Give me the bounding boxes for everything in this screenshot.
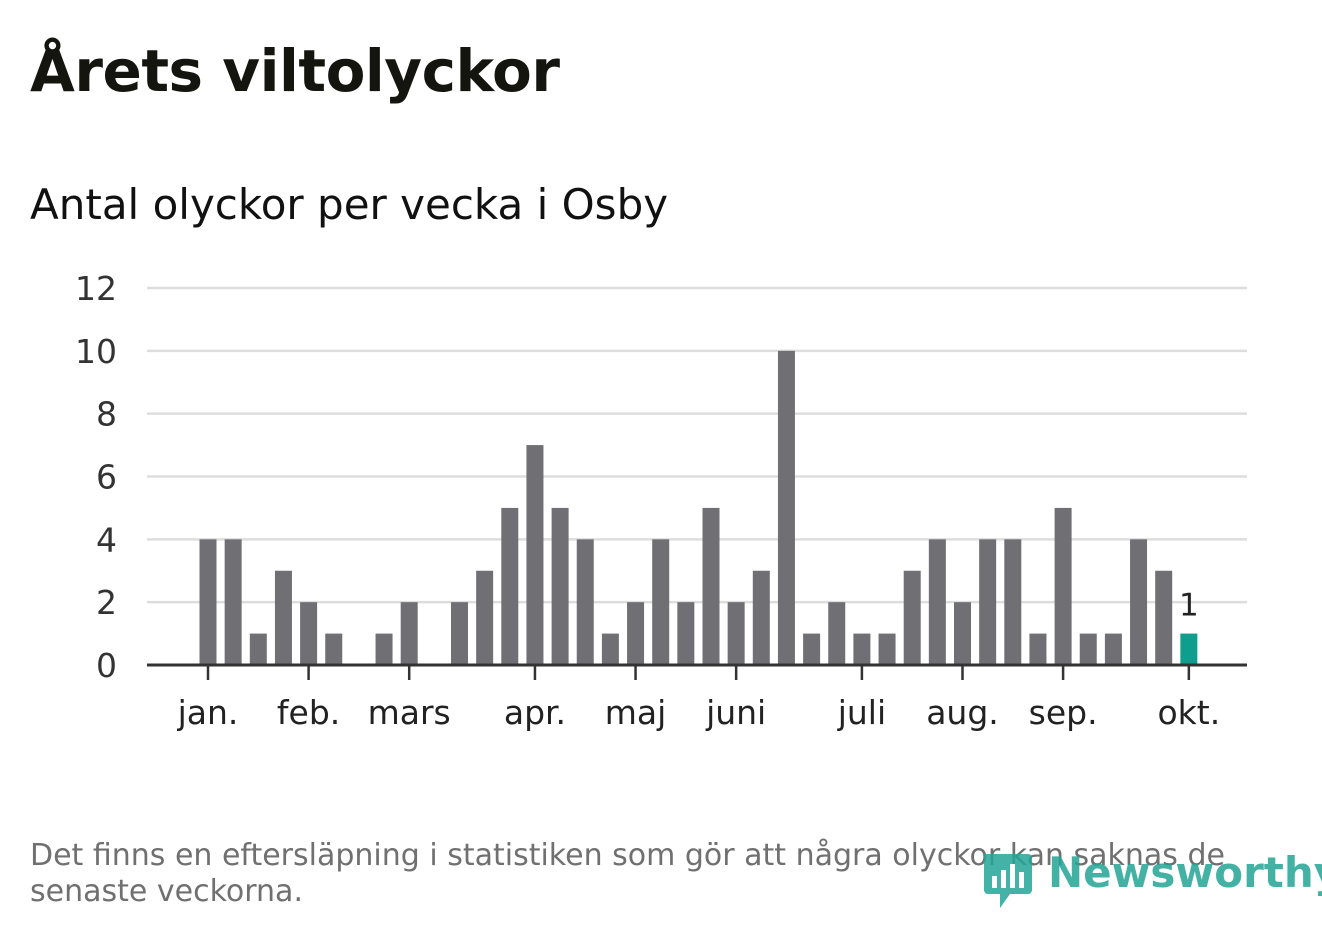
bar (803, 633, 821, 665)
bar (476, 570, 494, 665)
bar (576, 539, 594, 665)
x-tick-label: juli (837, 693, 886, 732)
newsworthy-logo: Newsworthy (980, 848, 1322, 910)
bar (777, 350, 795, 665)
x-tick-label: mars (368, 693, 451, 732)
newsworthy-logo-text: Newsworthy (1048, 848, 1322, 897)
bar (828, 602, 846, 665)
bar (1130, 539, 1148, 665)
bar (627, 602, 645, 665)
bar (1079, 633, 1097, 665)
bar-chart: 0 2 4 6 8 10 12 jan. feb. mars apr. maj juni juli aug.… (75, 269, 1247, 732)
bar (375, 633, 393, 665)
y-tick-label: 12 (75, 269, 117, 308)
newsworthy-logo-icon (984, 854, 1032, 908)
data-label: 1 (1179, 588, 1199, 624)
bar (853, 633, 871, 665)
gridlines (147, 286, 1247, 604)
bar (903, 570, 921, 665)
y-tick-label: 10 (75, 332, 117, 371)
x-tick-label: feb. (277, 693, 340, 732)
bar (224, 539, 242, 665)
x-tick-label: jan. (177, 693, 239, 732)
bar (400, 602, 418, 665)
bar (274, 570, 292, 665)
bar (652, 539, 670, 665)
bar (300, 602, 318, 665)
bar (702, 507, 720, 665)
y-tick-label: 6 (96, 458, 117, 497)
bar-highlight (1180, 633, 1198, 665)
bar (601, 633, 619, 665)
y-tick-label: 4 (96, 520, 117, 559)
bar (249, 633, 267, 665)
x-tick-label: maj (605, 693, 667, 732)
bar (551, 507, 569, 665)
bar (928, 539, 946, 665)
x-tick-label: apr. (504, 693, 566, 732)
bar (1104, 633, 1122, 665)
bar (1004, 539, 1022, 665)
bar (1029, 633, 1047, 665)
bar (677, 602, 695, 665)
bar (878, 633, 896, 665)
x-tick-label: juni (705, 693, 766, 732)
y-tick-label: 8 (96, 395, 117, 434)
chart-subtitle: Antal olyckor per vecka i Osby (30, 180, 669, 229)
bar (954, 602, 971, 665)
y-tick-label: 2 (96, 583, 117, 622)
bar (501, 507, 519, 665)
bars (199, 350, 1198, 665)
x-tick-label: sep. (1029, 693, 1098, 732)
bar (752, 570, 770, 665)
x-tick-label: aug. (926, 693, 999, 732)
bar (1155, 570, 1173, 665)
page-title: Årets viltolyckor (30, 37, 560, 105)
bar (1054, 507, 1072, 665)
bar (979, 539, 997, 665)
x-axis (147, 663, 1247, 680)
labels: 0 2 4 6 8 10 12 jan. feb. mars apr. maj juni juli aug.… (75, 269, 1220, 732)
bar (451, 602, 468, 665)
bar (199, 539, 217, 665)
x-tick-label: okt. (1157, 693, 1220, 732)
bar (526, 445, 544, 665)
bar (325, 633, 343, 665)
bar (727, 602, 745, 665)
y-tick-label: 0 (96, 646, 117, 685)
